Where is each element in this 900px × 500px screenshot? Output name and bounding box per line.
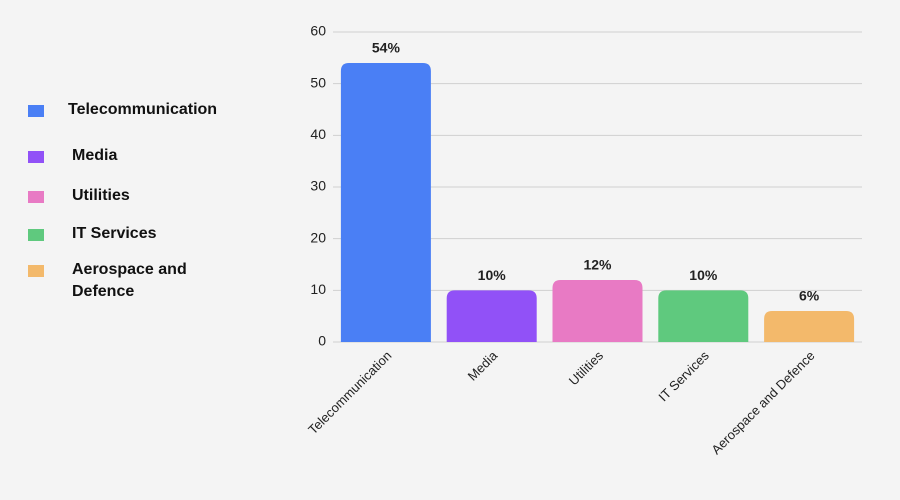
legend-swatch bbox=[28, 191, 44, 203]
legend-swatch bbox=[28, 229, 44, 241]
legend-swatch bbox=[28, 265, 44, 277]
legend-label: Media bbox=[72, 147, 118, 164]
legend-label: IT Services bbox=[72, 225, 157, 242]
legend-swatch bbox=[28, 105, 44, 117]
legend-label: Telecommunication bbox=[68, 101, 218, 118]
y-tick-label: 40 bbox=[310, 126, 326, 142]
legend: Telecommunication Media Utilities IT Servic… bbox=[0, 0, 260, 340]
legend-label: Aerospace and Defence bbox=[72, 261, 187, 300]
y-tick-label: 60 bbox=[310, 23, 326, 39]
legend-label: Utilities bbox=[72, 187, 130, 204]
x-tick-label: Media bbox=[465, 347, 501, 383]
x-tick-label: Aerospace and Defence bbox=[708, 348, 817, 457]
legend-item: Utilities bbox=[28, 187, 222, 207]
bar bbox=[552, 280, 643, 342]
legend-item: Telecommunication bbox=[28, 101, 218, 121]
value-label: 10% bbox=[689, 267, 718, 283]
value-label: 12% bbox=[583, 257, 612, 273]
y-tick-label: 10 bbox=[310, 281, 326, 297]
legend-item: Media bbox=[28, 147, 222, 167]
y-tick-label: 20 bbox=[310, 229, 326, 245]
y-tick-label: 50 bbox=[310, 74, 326, 90]
y-tick-label: 0 bbox=[318, 333, 326, 349]
bar bbox=[446, 290, 537, 342]
bar bbox=[764, 311, 855, 342]
legend-item: IT Services bbox=[28, 225, 222, 245]
legend-item: Aerospace and Defence bbox=[28, 261, 222, 303]
value-label: 10% bbox=[478, 267, 507, 283]
x-tick-label: IT Services bbox=[655, 348, 712, 405]
value-label: 6% bbox=[799, 288, 820, 304]
y-tick-label: 30 bbox=[310, 178, 326, 194]
x-tick-label: Telecommunication bbox=[305, 348, 394, 437]
value-label: 54% bbox=[372, 40, 401, 56]
bar bbox=[340, 63, 431, 342]
legend-swatch bbox=[28, 151, 44, 163]
bar bbox=[658, 290, 749, 342]
x-tick-label: Utilities bbox=[566, 348, 607, 389]
